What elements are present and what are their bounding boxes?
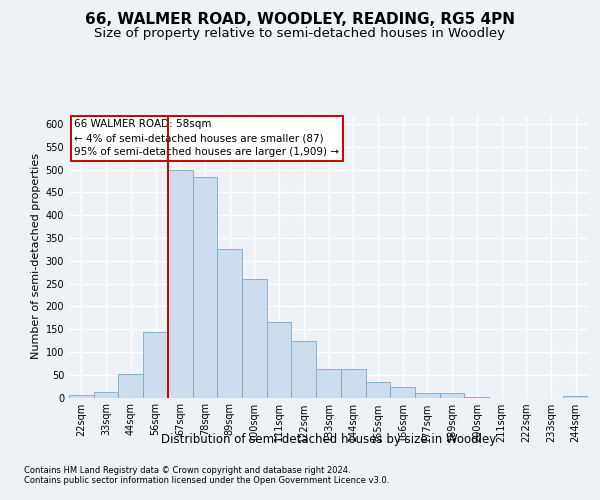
Bar [440, 393, 464, 398]
Bar [118, 374, 143, 398]
Bar [316, 369, 341, 398]
Text: Size of property relative to semi-detached houses in Woodley: Size of property relative to semi-detach… [95, 28, 505, 40]
Bar [242, 279, 267, 398]
Text: 66 WALMER ROAD: 58sqm
← 4% of semi-detached houses are smaller (87)
95% of semi-: 66 WALMER ROAD: 58sqm ← 4% of semi-detac… [74, 119, 339, 157]
Bar [365, 382, 390, 398]
Bar [267, 322, 292, 398]
Bar [193, 176, 217, 398]
Bar [464, 396, 489, 398]
Bar [168, 170, 193, 398]
Bar [341, 369, 365, 398]
Bar [415, 393, 440, 398]
Bar [69, 395, 94, 398]
Bar [563, 396, 588, 398]
Text: Distribution of semi-detached houses by size in Woodley: Distribution of semi-detached houses by … [161, 432, 496, 446]
Y-axis label: Number of semi-detached properties: Number of semi-detached properties [31, 153, 41, 359]
Bar [143, 332, 168, 398]
Text: Contains HM Land Registry data © Crown copyright and database right 2024.: Contains HM Land Registry data © Crown c… [24, 466, 350, 475]
Bar [390, 388, 415, 398]
Bar [94, 392, 118, 398]
Text: 66, WALMER ROAD, WOODLEY, READING, RG5 4PN: 66, WALMER ROAD, WOODLEY, READING, RG5 4… [85, 12, 515, 28]
Bar [292, 340, 316, 398]
Text: Contains public sector information licensed under the Open Government Licence v3: Contains public sector information licen… [24, 476, 389, 485]
Bar [217, 250, 242, 398]
